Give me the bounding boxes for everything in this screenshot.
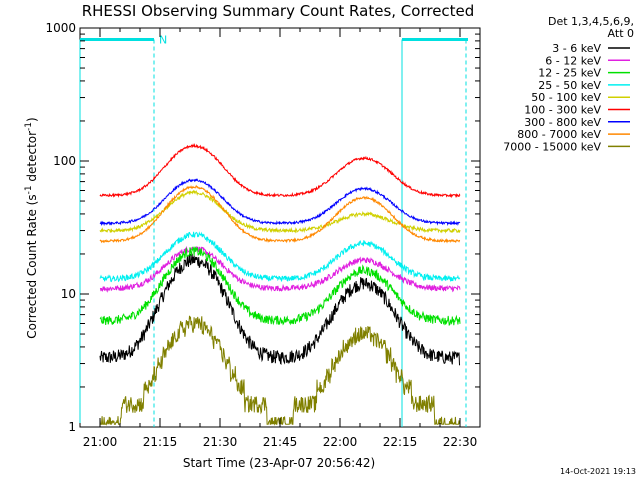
series-line [99,245,461,326]
y-tick-label: 1000 [45,21,76,35]
legend-header-line-1: Det 1,3,4,5,6,9, [548,15,634,28]
legend-label: 6 - 12 keV [545,54,601,67]
y-axis-label-part: ) [25,117,39,122]
x-tick-label: 22:15 [383,435,418,449]
y-axis-label-sup: -1 [24,122,34,131]
y-axis-label-part: Corrected Count Rate (s [25,194,39,338]
series-line [99,245,461,293]
series-line [99,253,461,366]
legend-label: 25 - 50 keV [538,79,601,92]
legend-label: 300 - 800 keV [524,116,601,129]
x-tick-label: 22:00 [323,435,358,449]
legend-label: 7000 - 15000 keV [503,140,601,153]
y-axis-label: Corrected Count Rate (s-1 detector-1) [24,117,39,338]
series-line [99,142,461,199]
legend-label: 50 - 100 keV [531,91,601,104]
x-tick-label: 22:30 [443,435,478,449]
x-tick-label: 21:45 [263,435,298,449]
y-tick-label: 10 [61,287,76,301]
y-axis-label-sup: -1 [24,185,34,194]
y-axis-label-part: detector [25,131,39,186]
series-line [99,184,461,244]
x-ticks: 21:00 21:15 21:30 21:45 22:00 22:15 22:30 [79,28,481,449]
legend-label: 800 - 7000 keV [517,128,601,141]
legend-label: 3 - 6 keV [552,42,601,55]
x-tick-label: 21:15 [143,435,178,449]
x-tick-label: 21:00 [83,435,118,449]
legend-label: 100 - 300 keV [524,104,601,117]
x-axis-label: Start Time (23-Apr-07 20:56:42) [183,456,375,470]
series-line [99,178,461,227]
chart-title: RHESSI Observing Summary Count Rates, Co… [82,2,475,20]
footer-date: 14-Oct-2021 19:13 [560,467,636,476]
y-ticks: 1 10 100 1000 [45,21,480,434]
x-tick-label: 21:30 [203,435,238,449]
legend-header-line-2: Att 0 [608,27,634,40]
series-lines [99,142,461,426]
y-tick-label: 100 [53,154,76,168]
saa-markers: N [79,33,468,427]
saa-label: N [159,33,167,46]
series-line [99,231,461,283]
y-tick-label: 1 [68,420,76,434]
legend-label: 12 - 25 keV [538,67,601,80]
